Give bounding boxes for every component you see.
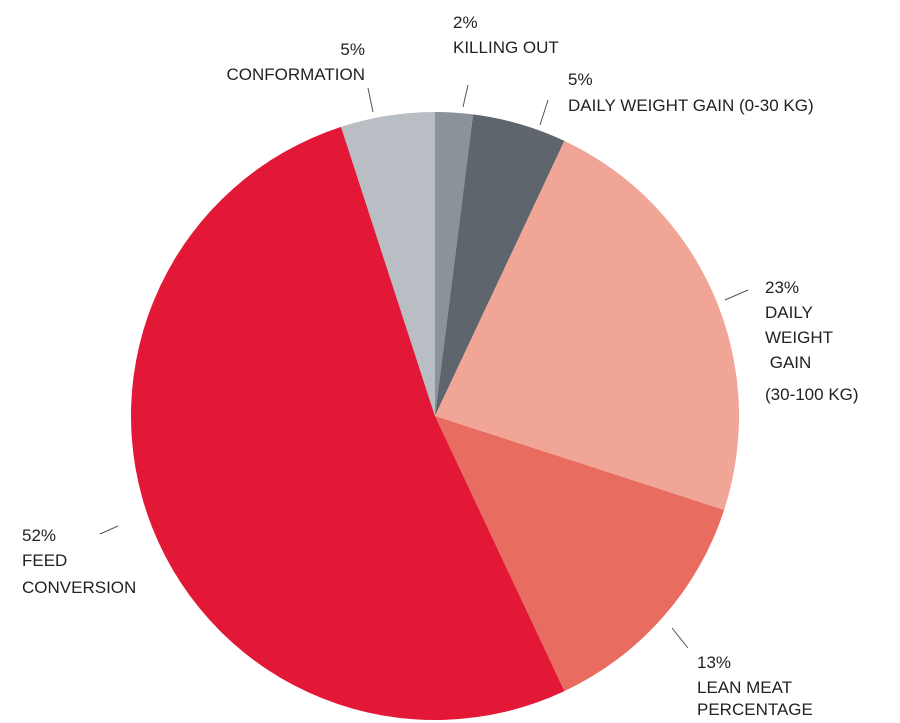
leader-line <box>671 627 689 649</box>
leader-line <box>724 289 749 301</box>
category-label: CONVERSION <box>22 578 136 597</box>
value-label: 23% <box>765 278 799 297</box>
category-label: PERCENTAGE <box>697 700 813 719</box>
category-label: KILLING OUT <box>453 38 559 57</box>
pie-slice <box>435 416 725 692</box>
pie-slice <box>131 126 565 720</box>
value-label: 2% <box>453 13 478 32</box>
category-label: FEED <box>22 551 67 570</box>
pie-slice <box>435 114 565 417</box>
category-label: DAILY <box>765 303 813 322</box>
pie-slice <box>435 112 474 416</box>
leader-line <box>462 84 469 108</box>
pie-slice <box>435 140 739 510</box>
value-label: 52% <box>22 526 56 545</box>
leader-line <box>99 525 119 535</box>
value-label: 5% <box>568 70 593 89</box>
category-label: (30-100 KG) <box>765 385 859 404</box>
value-label: 13% <box>697 653 731 672</box>
pie-slice <box>341 112 435 416</box>
leader-line <box>367 87 374 113</box>
category-label: WEIGHT <box>765 328 833 347</box>
leader-line <box>539 99 549 126</box>
category-label: CONFORMATION <box>226 65 365 84</box>
category-label: DAILY WEIGHT GAIN (0-30 KG) <box>568 96 814 115</box>
category-label: LEAN MEAT <box>697 678 792 697</box>
value-label: 5% <box>340 40 365 59</box>
category-label: GAIN <box>765 353 811 372</box>
